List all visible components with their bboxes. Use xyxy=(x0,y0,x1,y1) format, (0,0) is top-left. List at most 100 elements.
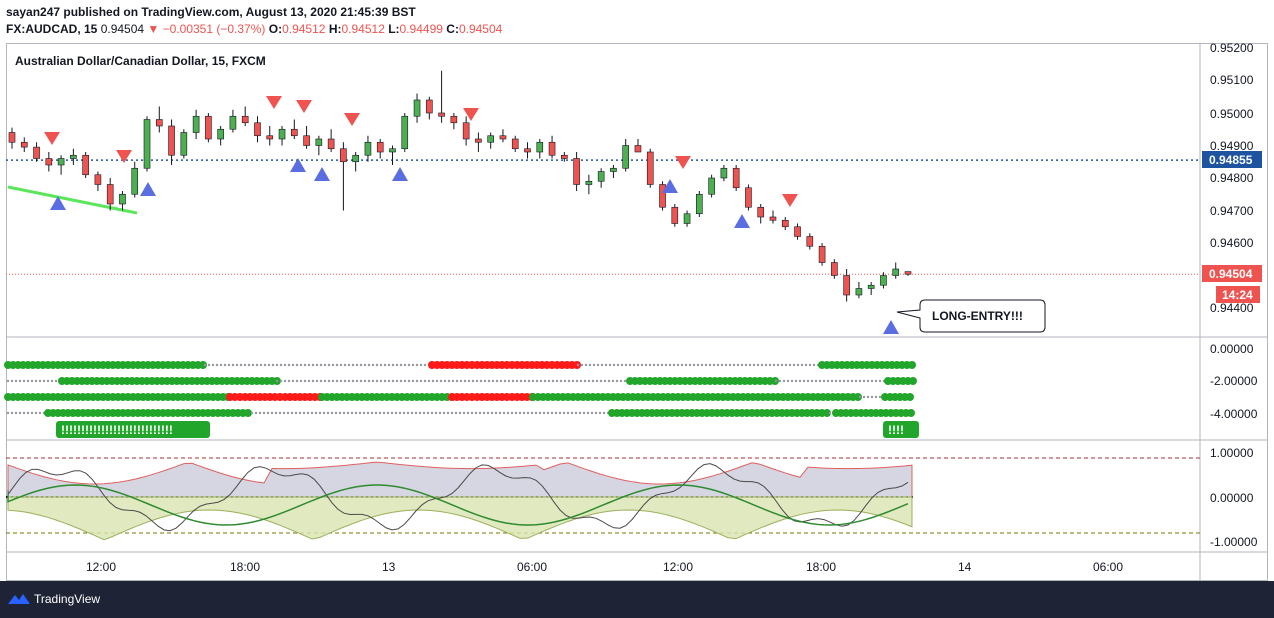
osc1-dot xyxy=(427,379,431,383)
osc1-dot xyxy=(358,411,362,415)
osc1-dot xyxy=(367,363,371,367)
osc1-dot xyxy=(275,379,279,383)
osc1-dot xyxy=(339,379,343,383)
time-axis: 12:00 18:00 13 06:00 12:00 18:00 14 06:0… xyxy=(86,560,1123,574)
candle-body xyxy=(450,115,458,124)
candle-body xyxy=(646,151,654,185)
osc1-dot xyxy=(395,379,399,383)
osc1-dot xyxy=(347,363,351,367)
osc1-dot xyxy=(26,411,30,415)
osc1-label: !!!! xyxy=(888,423,904,437)
osc1-dot xyxy=(531,379,535,383)
candle-body xyxy=(229,115,237,130)
osc1-dot xyxy=(419,379,423,383)
osc1-dot xyxy=(494,411,498,415)
candle-body xyxy=(8,132,16,143)
osc1-dot xyxy=(266,411,270,415)
osc1-dot xyxy=(283,363,287,367)
candle-body xyxy=(340,148,347,163)
osc1-dot xyxy=(535,379,539,383)
price-tick: 0.94600 xyxy=(1210,236,1254,250)
candle-body xyxy=(401,115,409,150)
osc1-dot xyxy=(319,379,323,383)
osc1-dot xyxy=(338,411,342,415)
osc1-dot xyxy=(315,363,319,367)
candle-body xyxy=(254,122,261,137)
candle-body xyxy=(867,284,875,289)
last-price-tag xyxy=(1202,265,1262,282)
osc1-dot xyxy=(680,363,684,367)
osc1-dot xyxy=(411,363,415,367)
candle-body xyxy=(426,99,433,114)
osc1-dot xyxy=(294,411,298,415)
osc1-dot xyxy=(792,363,796,367)
candle-body xyxy=(413,99,421,117)
candle-body xyxy=(499,135,507,140)
osc1-dot xyxy=(438,411,442,415)
last-value: 0.94504 xyxy=(100,22,145,36)
osc1-dot xyxy=(732,363,736,367)
osc1-dot xyxy=(523,379,527,383)
osc1-dot xyxy=(736,363,740,367)
osc1-dot xyxy=(471,379,475,383)
bands-oscillator-pane xyxy=(6,457,1200,541)
close-value: 0.94504 xyxy=(458,22,503,36)
osc1-dot xyxy=(587,379,591,383)
osc1-dot xyxy=(247,363,251,367)
osc1-dot xyxy=(576,363,580,367)
osc1-dot xyxy=(660,363,664,367)
candle-body xyxy=(168,125,175,156)
candle-body xyxy=(769,216,777,221)
osc1-dot xyxy=(583,379,587,383)
osc1-dot xyxy=(602,411,606,415)
osc1-dot xyxy=(359,363,363,367)
osc1-dot xyxy=(870,395,874,399)
osc1-dot xyxy=(46,379,50,383)
osc1-dot xyxy=(598,411,602,415)
osc1-dot xyxy=(262,411,266,415)
osc1-dot xyxy=(423,379,427,383)
buy-arrow-icon xyxy=(662,179,678,193)
osc1-dot xyxy=(511,379,515,383)
osc1-dot xyxy=(700,363,704,367)
buy-arrow-icon xyxy=(290,158,306,172)
osc1-dot xyxy=(382,411,386,415)
countdown-tag xyxy=(1216,286,1260,303)
osc1-dot xyxy=(878,395,882,399)
osc1-dot xyxy=(632,363,636,367)
osc1-dot xyxy=(478,411,482,415)
price-tick: 0.95200 xyxy=(1210,41,1254,55)
candle-body xyxy=(33,146,40,159)
osc1-dot xyxy=(778,379,782,383)
time-tick: 18:00 xyxy=(806,560,836,574)
osc1-dot xyxy=(403,379,407,383)
osc1-dot xyxy=(278,411,282,415)
osc1-dot xyxy=(54,379,58,383)
osc1-dot xyxy=(399,363,403,367)
osc1-dot xyxy=(688,363,692,367)
osc1-dot xyxy=(522,411,526,415)
candle-body xyxy=(855,288,863,296)
osc1-dot xyxy=(810,379,814,383)
level-price-tag xyxy=(1202,151,1262,168)
osc1-dot xyxy=(327,379,331,383)
osc1-dot xyxy=(379,379,383,383)
osc1-dot xyxy=(443,379,447,383)
osc1-dot xyxy=(290,411,294,415)
candle-body xyxy=(315,138,323,146)
osc1-axis: 0.00000 -2.00000 -4.00000 xyxy=(1210,342,1258,421)
osc1-dot xyxy=(716,363,720,367)
osc1-dot xyxy=(756,363,760,367)
osc1-dot xyxy=(554,411,558,415)
sell-arrow-icon xyxy=(463,108,479,121)
footer-brand[interactable]: TradingView xyxy=(34,592,101,606)
osc1-dot xyxy=(231,363,235,367)
osc1-dot xyxy=(350,411,354,415)
osc1-dot xyxy=(586,411,590,415)
osc1-dot xyxy=(299,379,303,383)
candle-body xyxy=(659,184,666,208)
osc1-dot xyxy=(510,411,514,415)
osc1-dot xyxy=(323,363,327,367)
candle-body xyxy=(806,236,814,247)
